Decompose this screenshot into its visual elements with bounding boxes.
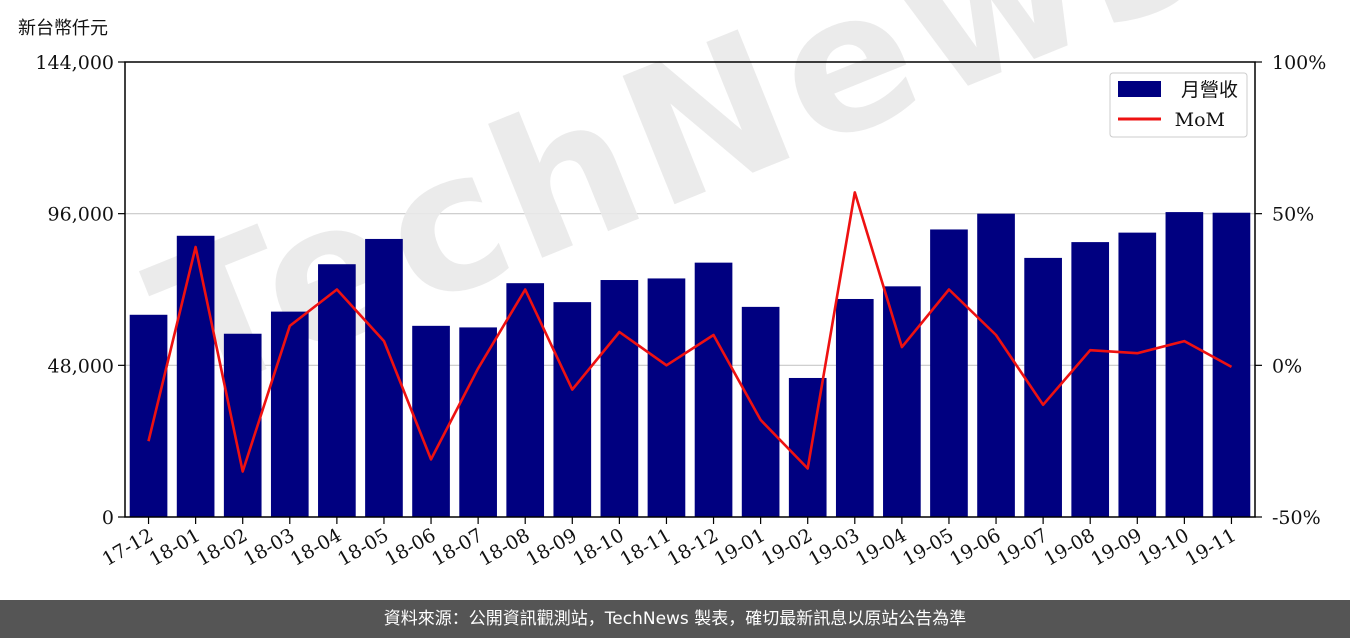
x-tick-label: 18-09 [522,524,580,570]
x-tick-label: 19-05 [899,524,957,570]
x-tick-label: 19-08 [1040,524,1098,570]
bar [694,262,733,517]
x-tick-label: 18-04 [287,524,345,570]
source-footer: 資料來源：公開資訊觀測站，TechNews 製表，確切最新訊息以原站公告為準 [0,600,1350,638]
x-tick-label: 19-10 [1134,524,1192,570]
x-tick-label: 18-11 [617,524,675,570]
bar [1071,242,1110,517]
bar [318,264,356,517]
bar-series [129,212,1251,518]
x-tick-label: 18-10 [569,524,627,570]
bar [930,229,968,517]
bar [270,311,309,517]
bar [600,280,639,517]
x-tick-label: 19-11 [1182,524,1240,570]
x-tick-label: 18-01 [146,524,204,570]
y-left-tick-label: 48,000 [48,355,114,377]
bar [223,333,262,517]
bar [506,283,545,517]
x-tick-label: 18-07 [428,524,486,570]
bar [647,278,686,517]
bar [835,298,874,517]
x-tick-label: 19-04 [852,524,910,570]
y-axis-unit-label: 新台幣仟元 [18,18,108,39]
mom-line [147,191,1233,473]
bar [553,302,592,517]
bar [129,314,168,517]
x-tick-label: 19-09 [1087,524,1145,570]
legend-label-revenue: 月營收 [1181,79,1238,101]
x-tick-label: 19-01 [711,524,769,570]
bar [412,325,450,517]
x-tick-label: 18-06 [381,524,439,570]
x-tick-label: 18-12 [664,524,722,570]
bar [365,238,403,517]
grid-lines [125,213,1255,366]
bar [883,286,921,517]
x-tick-label: 19-06 [946,524,1004,570]
x-tick-label: 18-08 [475,524,533,570]
legend: 月營收 MoM [1109,72,1248,138]
x-tick-label: 19-02 [758,524,816,570]
x-tick-label: 18-02 [193,524,251,570]
mom-line-series [147,191,1233,473]
bar [977,213,1015,517]
bar [1165,212,1204,518]
bar [1212,212,1251,517]
y-left-tick-label: 144,000 [35,52,114,74]
plot-frame [124,61,1256,518]
y-right-tick-label: 100% [1272,52,1326,74]
legend-label-mom: MoM [1175,109,1225,131]
y-left-tick-label: 0 [102,507,114,529]
x-tick-label: 18-05 [334,524,392,570]
y-right-tick-label: 50% [1272,204,1314,226]
revenue-chart: TechNews 048,00096,000144,000-50%0%50%10… [35,0,1326,571]
y-right-tick-label: -50% [1272,507,1321,529]
x-tick-label: 18-03 [240,524,298,570]
bar [1118,232,1157,517]
x-tick-label: 17-12 [99,524,157,570]
bar [741,306,780,517]
x-tick-label: 19-07 [993,524,1051,570]
bar [459,327,497,517]
y-right-tick-label: 0% [1272,355,1302,377]
bar [176,235,215,517]
legend-swatch-bar [1118,81,1161,97]
y-left-tick-label: 96,000 [48,204,114,226]
x-tick-label: 19-03 [805,524,863,570]
